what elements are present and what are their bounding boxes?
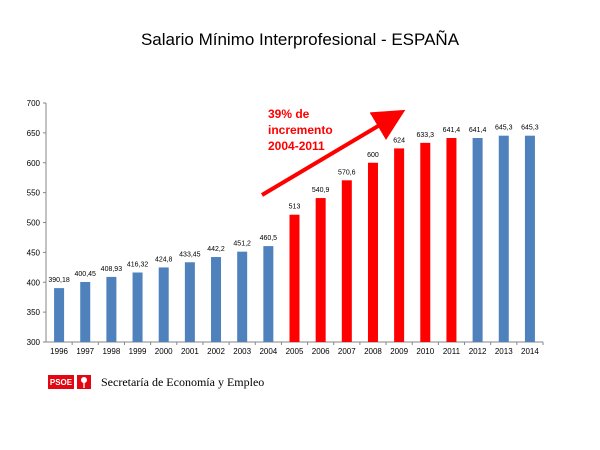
bar-2014	[524, 135, 535, 342]
value-label: 570,6	[338, 169, 356, 176]
x-tick-label: 1997	[76, 347, 94, 356]
footer: PSOE Secretaría de Economía y Empleo	[48, 372, 264, 392]
bar-2003	[237, 251, 248, 342]
x-tick-label: 1998	[102, 347, 120, 356]
value-label: 645,3	[495, 125, 513, 132]
x-tick-label: 2014	[521, 347, 539, 356]
bar-2012	[472, 138, 483, 342]
x-tick-label: 2006	[312, 347, 330, 356]
x-tick-label: 2003	[233, 347, 251, 356]
bar-2013	[498, 135, 509, 342]
value-label: 390,18	[48, 277, 70, 284]
chart-title: Salario Mínimo Interprofesional - ESPAÑA	[140, 30, 460, 49]
bar-1998	[106, 276, 117, 342]
bar-2011	[446, 138, 457, 342]
bar-2010	[420, 142, 431, 342]
y-tick-label: 650	[27, 129, 41, 138]
value-label: 460,5	[260, 235, 278, 242]
annotation-line: incremento	[268, 123, 333, 137]
value-label: 540,9	[312, 187, 330, 194]
bar-1997	[80, 281, 91, 342]
psoe-logo: PSOE	[48, 375, 74, 389]
value-label: 433,45	[179, 251, 201, 258]
value-label: 600	[367, 152, 379, 159]
bar-2001	[184, 262, 195, 342]
x-tick-label: 2012	[469, 347, 487, 356]
value-label: 645,3	[521, 125, 539, 132]
value-label: 641,4	[469, 127, 487, 134]
y-tick-label: 450	[27, 248, 41, 257]
y-tick-label: 350	[27, 308, 41, 317]
chart-axes: 300 350 400 450 500 550 600 650 700 1996 1997 1998 1…	[27, 99, 544, 356]
bar-2006	[315, 198, 326, 342]
bar-2002	[211, 257, 222, 342]
bar-2005	[289, 214, 300, 342]
y-tick-label: 550	[27, 189, 41, 198]
x-tick-label: 2001	[181, 347, 199, 356]
value-label: 442,2	[207, 246, 225, 253]
value-label: 424,8	[155, 256, 173, 263]
value-label: 624	[393, 137, 405, 144]
x-tick-label: 1999	[129, 347, 147, 356]
value-label: 633,3	[417, 132, 435, 139]
annotation-line: 2004-2011	[268, 139, 325, 153]
bar-1996	[54, 288, 65, 342]
rose-icon	[77, 375, 91, 389]
annotation: 39% de incremento 2004-2011	[260, 107, 406, 197]
y-tick-label: 400	[27, 278, 41, 287]
x-tick-label: 2008	[364, 347, 382, 356]
x-tick-label: 2009	[390, 347, 408, 356]
x-tick-label: 2005	[286, 347, 304, 356]
y-tick-label: 600	[27, 159, 41, 168]
y-tick-label: 700	[27, 99, 41, 108]
value-label: 416,32	[127, 261, 149, 268]
x-tick-label: 2004	[259, 347, 277, 356]
x-tick-label: 2002	[207, 347, 225, 356]
x-tick-label: 2013	[495, 347, 513, 356]
bar-1999	[132, 272, 143, 342]
value-label: 408,93	[101, 266, 123, 273]
value-label: 513	[289, 204, 301, 211]
x-tick-label: 2011	[443, 347, 461, 356]
annotation-line: 39% de	[268, 107, 310, 121]
bar-chart: 300 350 400 450 500 550 600 650 700 1996 1997 1998 1…	[27, 99, 544, 356]
x-tick-label: 2007	[338, 347, 356, 356]
bar-2008	[367, 162, 378, 342]
value-label: 641,4	[443, 127, 461, 134]
y-tick-label: 300	[27, 338, 41, 347]
increase-arrow	[260, 109, 406, 197]
value-label: 451,2	[233, 241, 251, 248]
organization-name: Secretaría de Economía y Empleo	[101, 374, 265, 389]
bar-series: 390,18 400,45 408,93 416,32 424,8 433,45 442,2…	[48, 125, 539, 342]
x-tick-label: 1996	[50, 347, 68, 356]
value-label: 400,45	[75, 271, 97, 278]
y-tick-label: 500	[27, 219, 41, 228]
x-tick-label: 2000	[155, 347, 173, 356]
bar-2000	[158, 267, 169, 342]
bar-2009	[394, 148, 405, 342]
bar-2007	[341, 180, 352, 342]
bar-2004	[263, 246, 274, 342]
x-tick-label: 2010	[416, 347, 434, 356]
